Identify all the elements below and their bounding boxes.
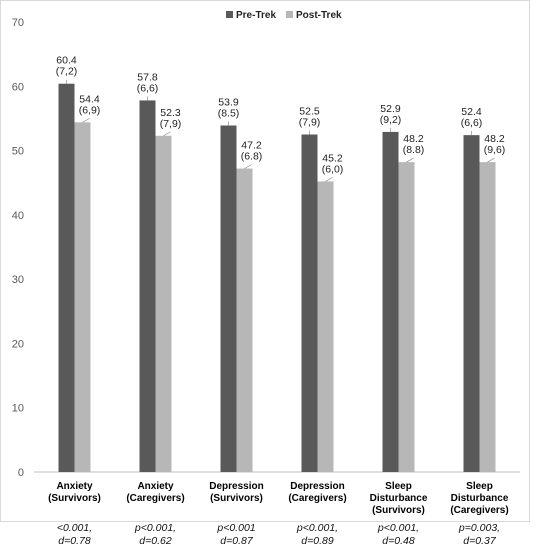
- stat-annotation: p<0.001: [216, 522, 255, 534]
- data-label: (7,2): [56, 66, 78, 78]
- legend-label: Post-Trek: [296, 10, 342, 21]
- y-tick-label: 50: [12, 146, 24, 158]
- data-label: 52.3: [160, 107, 181, 119]
- legend-swatch: [286, 11, 293, 18]
- x-category-label: Sleep: [466, 481, 493, 492]
- data-label: (6.8): [241, 151, 263, 163]
- data-label: 57.8: [137, 71, 158, 83]
- legend-label: Pre-Trek: [236, 10, 276, 21]
- data-label: 48.2: [484, 133, 505, 145]
- x-category-label: Anxiety: [137, 481, 174, 492]
- x-category-label: (Survivors): [210, 493, 263, 504]
- stat-annotation: p<0.001,: [377, 522, 419, 534]
- stat-annotation: d=0.87: [220, 535, 254, 547]
- x-category-label: Depression: [209, 481, 263, 492]
- bar: [74, 122, 91, 473]
- stat-annotation: d=0.37: [463, 535, 497, 547]
- bar: [301, 134, 318, 472]
- y-tick-label: 60: [12, 81, 24, 93]
- y-tick-label: 40: [12, 210, 24, 222]
- data-label-leader: [244, 164, 252, 169]
- bar: [317, 181, 334, 472]
- x-category-label: (Caregivers): [450, 505, 508, 516]
- bar: [236, 168, 253, 473]
- stat-annotation: d=0.48: [382, 535, 415, 547]
- bar: [155, 135, 172, 473]
- stat-annotation: p<0.001,: [296, 522, 338, 534]
- data-label-leader: [163, 131, 171, 137]
- x-category-label: (Survivors): [48, 493, 101, 504]
- x-category-label: (Caregivers): [126, 493, 184, 504]
- bar: [398, 162, 415, 472]
- data-label: (9,6): [484, 144, 506, 156]
- data-label: 52.5: [299, 106, 320, 118]
- x-category-label: Disturbance: [451, 493, 509, 504]
- data-label: 52.4: [461, 106, 482, 118]
- bar: [139, 100, 156, 472]
- data-label: 48.2: [403, 133, 424, 145]
- x-category-label: Depression: [290, 481, 344, 492]
- data-label: (6,0): [322, 163, 344, 175]
- bar: [382, 131, 399, 472]
- data-label: (9,2): [380, 114, 402, 126]
- y-tick-label: 30: [12, 274, 24, 286]
- y-tick-label: 10: [12, 403, 24, 415]
- stat-annotation: p=0.003,: [458, 522, 500, 534]
- y-tick-label: 70: [12, 17, 24, 29]
- stat-annotation: p<0.001,: [134, 522, 176, 534]
- data-label-leader: [406, 157, 414, 163]
- stat-annotation: d=0.78: [58, 535, 91, 547]
- data-label: 60.4: [56, 55, 77, 67]
- data-label: 45.2: [322, 152, 343, 164]
- data-label: 47.2: [241, 140, 262, 152]
- x-category-label: Disturbance: [370, 493, 428, 504]
- data-label: 53.9: [218, 97, 239, 109]
- x-category-label: Sleep: [385, 481, 412, 492]
- data-label-leader: [487, 157, 495, 163]
- bar: [479, 162, 496, 472]
- data-label: (8.5): [218, 108, 240, 120]
- data-label: (6,9): [79, 104, 101, 116]
- data-label: (8.8): [403, 144, 425, 156]
- stat-annotation: d=0.89: [301, 535, 334, 547]
- data-label-leader: [82, 117, 90, 123]
- stat-annotation: <0.001,: [57, 522, 92, 534]
- legend-swatch: [226, 11, 233, 18]
- y-tick-label: 20: [12, 338, 24, 350]
- data-label: 52.9: [380, 103, 401, 115]
- data-label: (6,6): [137, 82, 159, 94]
- stat-annotation: d=0.62: [139, 535, 172, 547]
- x-category-label: (Caregivers): [288, 493, 346, 504]
- bar: [463, 135, 480, 472]
- y-tick-label: 0: [18, 467, 24, 479]
- bar: [220, 125, 237, 472]
- data-label: (7,9): [299, 117, 321, 129]
- data-label: (6,6): [461, 117, 483, 129]
- bar: [58, 83, 75, 472]
- data-label: 54.4: [79, 93, 100, 105]
- x-category-label: Anxiety: [56, 481, 93, 492]
- x-category-label: (Survivors): [372, 505, 425, 516]
- data-label-leader: [325, 177, 333, 182]
- data-label: (7,9): [160, 118, 182, 130]
